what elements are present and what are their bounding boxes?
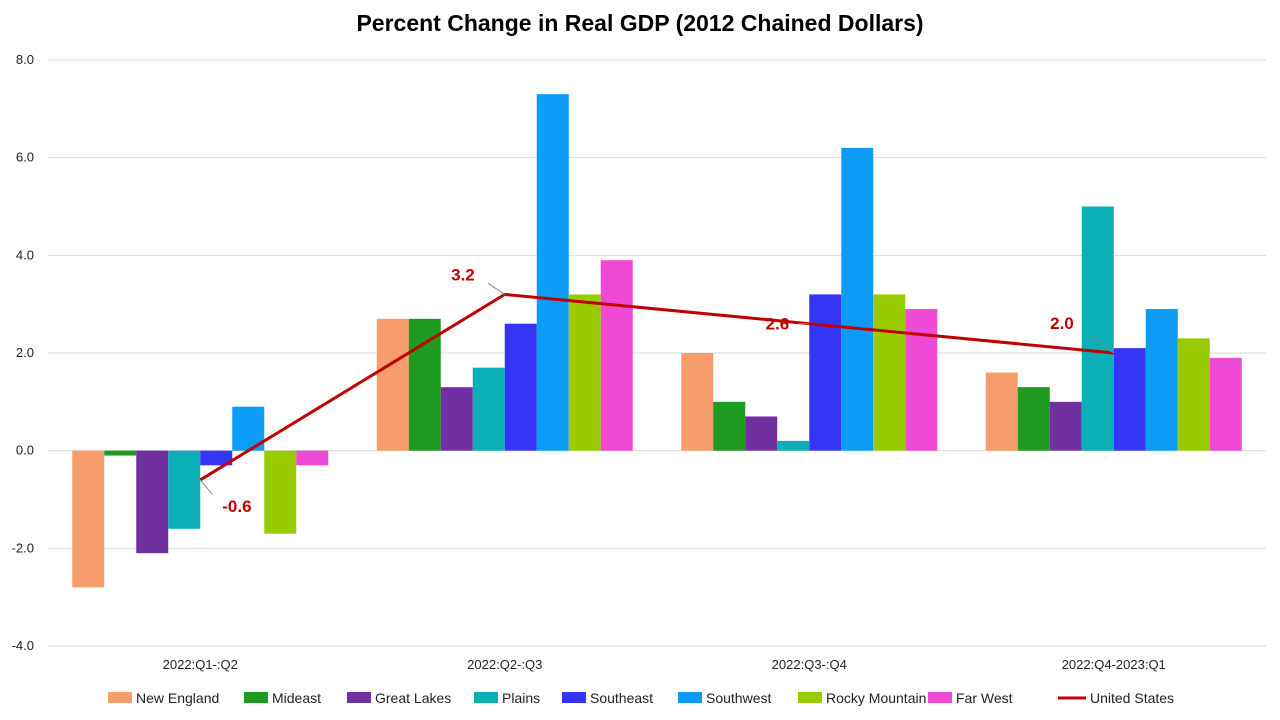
category-label: 2022:Q2-:Q3 bbox=[467, 657, 542, 672]
legend-swatch bbox=[108, 692, 132, 703]
legend-label: Mideast bbox=[272, 690, 321, 706]
bar bbox=[104, 450, 137, 456]
bar bbox=[440, 387, 473, 451]
bar bbox=[600, 260, 633, 451]
legend-label: New England bbox=[136, 690, 219, 706]
legend-swatch bbox=[244, 692, 268, 703]
legend-label: Rocky Mountain bbox=[826, 690, 926, 706]
bar bbox=[1209, 357, 1242, 451]
bar bbox=[873, 294, 906, 451]
bar bbox=[408, 318, 441, 451]
bar bbox=[1081, 206, 1114, 451]
legend-label: Great Lakes bbox=[375, 690, 451, 706]
y-tick-label: 2.0 bbox=[16, 345, 34, 360]
legend-swatch bbox=[678, 692, 702, 703]
bar bbox=[376, 318, 409, 451]
united-states-data-label: 2.6 bbox=[766, 315, 790, 334]
category-label: 2022:Q4-2023:Q1 bbox=[1062, 657, 1166, 672]
united-states-data-label: 2.0 bbox=[1050, 314, 1074, 333]
bar bbox=[1017, 387, 1050, 451]
bar bbox=[264, 450, 297, 534]
y-tick-label: -4.0 bbox=[12, 638, 34, 653]
category-label: 2022:Q1-:Q2 bbox=[163, 657, 238, 672]
bar bbox=[1177, 338, 1210, 451]
y-tick-label: 8.0 bbox=[16, 52, 34, 67]
bar bbox=[777, 440, 810, 451]
bar bbox=[681, 353, 714, 451]
legend-swatch bbox=[928, 692, 952, 703]
united-states-line bbox=[199, 292, 1114, 482]
legend-label: Far West bbox=[956, 690, 1013, 706]
legend-label: Southwest bbox=[706, 690, 771, 706]
data-label-leader bbox=[487, 282, 506, 295]
bar bbox=[72, 450, 105, 588]
bar bbox=[985, 372, 1018, 451]
bar bbox=[296, 450, 329, 466]
legend-swatch bbox=[798, 692, 822, 703]
category-label: 2022:Q3-:Q4 bbox=[772, 657, 847, 672]
bar bbox=[200, 450, 233, 466]
bar bbox=[841, 147, 874, 451]
legend-swatch bbox=[562, 692, 586, 703]
bar bbox=[568, 294, 601, 451]
y-tick-label: 0.0 bbox=[16, 443, 34, 458]
bar bbox=[1113, 348, 1146, 451]
bar bbox=[168, 450, 201, 529]
bar bbox=[136, 450, 169, 554]
y-tick-label: -2.0 bbox=[12, 540, 34, 555]
bar bbox=[504, 323, 537, 451]
bar bbox=[745, 416, 778, 451]
bar bbox=[472, 367, 505, 451]
y-tick-label: 4.0 bbox=[16, 247, 34, 262]
bar bbox=[536, 94, 569, 451]
united-states-data-label: 3.2 bbox=[451, 265, 475, 284]
chart-title: Percent Change in Real GDP (2012 Chained… bbox=[356, 10, 924, 36]
data-label-leader bbox=[1091, 336, 1115, 354]
data-label-leader bbox=[199, 479, 213, 495]
legend-swatch bbox=[474, 692, 498, 703]
bar bbox=[1049, 401, 1082, 451]
bar bbox=[905, 309, 938, 451]
united-states-data-label: -0.6 bbox=[222, 497, 251, 516]
legend-label: Southeast bbox=[590, 690, 653, 706]
legend-label: Plains bbox=[502, 690, 540, 706]
y-tick-label: 6.0 bbox=[16, 150, 34, 165]
bar bbox=[713, 401, 746, 451]
bar bbox=[1145, 309, 1178, 451]
bar bbox=[809, 294, 842, 451]
legend-label: United States bbox=[1090, 690, 1174, 706]
legend-swatch bbox=[347, 692, 371, 703]
